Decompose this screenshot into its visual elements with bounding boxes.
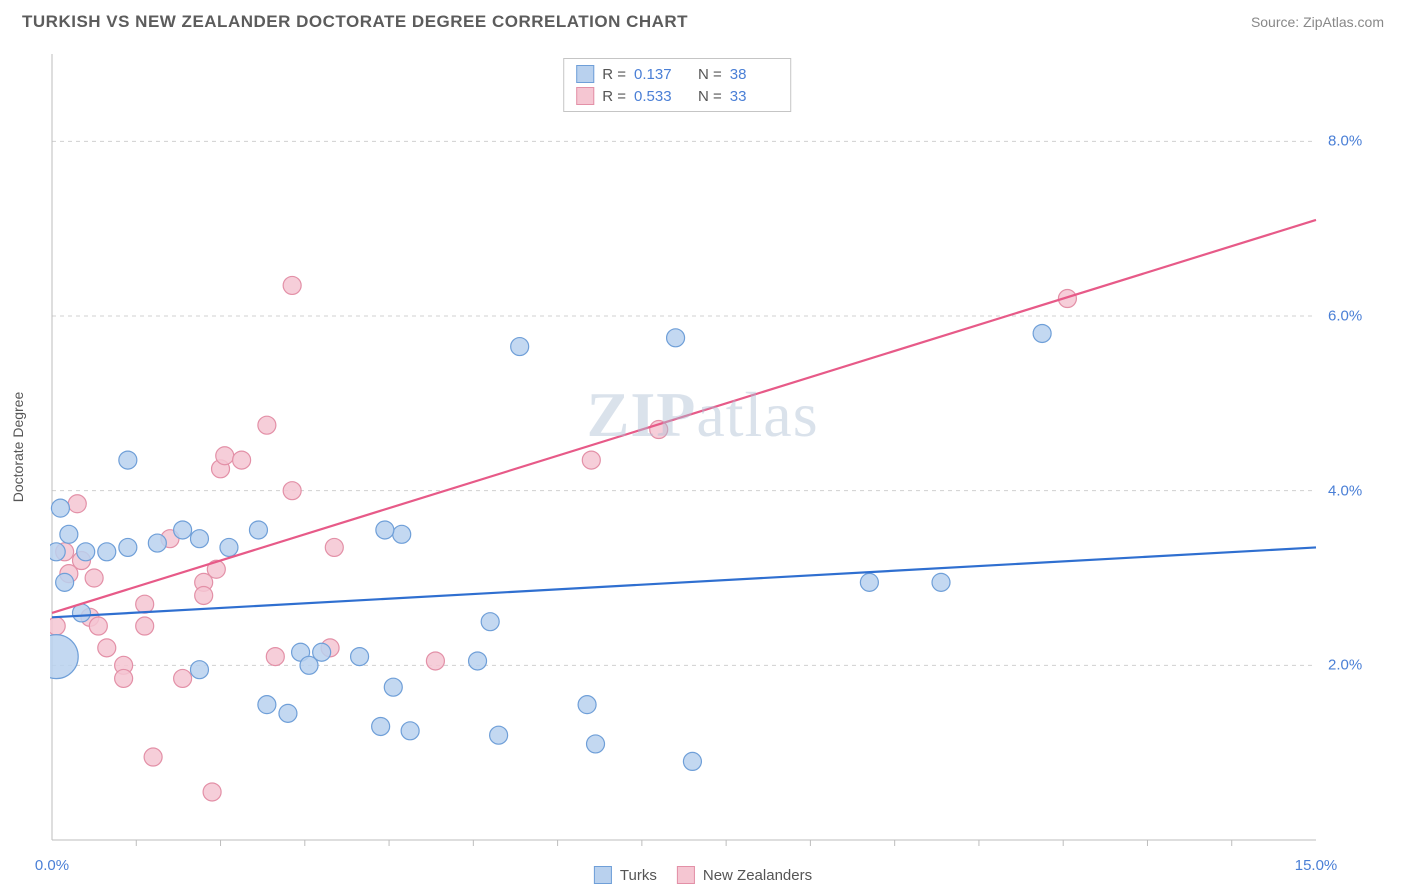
correlation-legend: R = 0.137 N = 38 R = 0.533 N = 33 [563,58,791,112]
y-tick-label: 6.0% [1328,308,1388,325]
header-bar: TURKISH VS NEW ZEALANDER DOCTORATE DEGRE… [0,0,1406,40]
swatch-nz [677,866,695,884]
legend-item-turks: Turks [594,866,657,884]
y-axis-label: Doctorate Degree [10,392,26,503]
correlation-row-turks: R = 0.137 N = 38 [576,63,778,85]
y-tick-label: 2.0% [1328,657,1388,674]
n-label: N = [698,66,722,83]
n-value-turks: 38 [730,66,778,83]
swatch-turks [576,65,594,83]
r-label: R = [602,88,626,105]
chart-title: TURKISH VS NEW ZEALANDER DOCTORATE DEGRE… [22,12,688,32]
legend-label-nz: New Zealanders [703,867,812,884]
series-legend: Turks New Zealanders [594,866,812,884]
x-tick-label: 15.0% [1295,857,1338,874]
y-tick-label: 8.0% [1328,133,1388,150]
x-tick-label: 0.0% [35,857,69,874]
chart-area: Doctorate Degree ZIPatlas R = 0.137 N = … [36,48,1318,846]
legend-label-turks: Turks [620,867,657,884]
n-label: N = [698,88,722,105]
n-value-nz: 33 [730,88,778,105]
r-value-nz: 0.533 [634,88,682,105]
r-value-turks: 0.137 [634,66,682,83]
source-prefix: Source: [1251,14,1303,30]
scatter-plot-svg [50,48,1318,846]
swatch-nz [576,87,594,105]
y-tick-label: 4.0% [1328,482,1388,499]
swatch-turks [594,866,612,884]
correlation-row-nz: R = 0.533 N = 33 [576,85,778,107]
source-name: ZipAtlas.com [1303,14,1384,30]
legend-item-nz: New Zealanders [677,866,812,884]
r-label: R = [602,66,626,83]
source-attribution: Source: ZipAtlas.com [1251,14,1384,30]
